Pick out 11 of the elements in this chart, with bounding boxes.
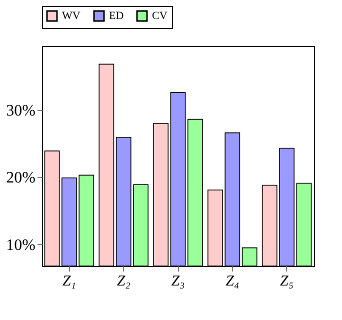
- x-tick-label: Z₄: [226, 274, 240, 290]
- legend-label: WV: [62, 10, 80, 22]
- legend-label: CV: [152, 10, 168, 22]
- x-tick-label: Z₃: [171, 274, 185, 290]
- y-tick-label: 30%: [6, 102, 36, 120]
- legend-label: ED: [109, 10, 124, 22]
- x-tick-label: Z₁: [62, 274, 76, 290]
- x-tick-label: Z₅: [280, 274, 294, 290]
- y-tick-label: 10%: [6, 236, 36, 254]
- x-tick-label: Z₂: [116, 274, 130, 290]
- y-tick-label: 20%: [6, 170, 36, 187]
